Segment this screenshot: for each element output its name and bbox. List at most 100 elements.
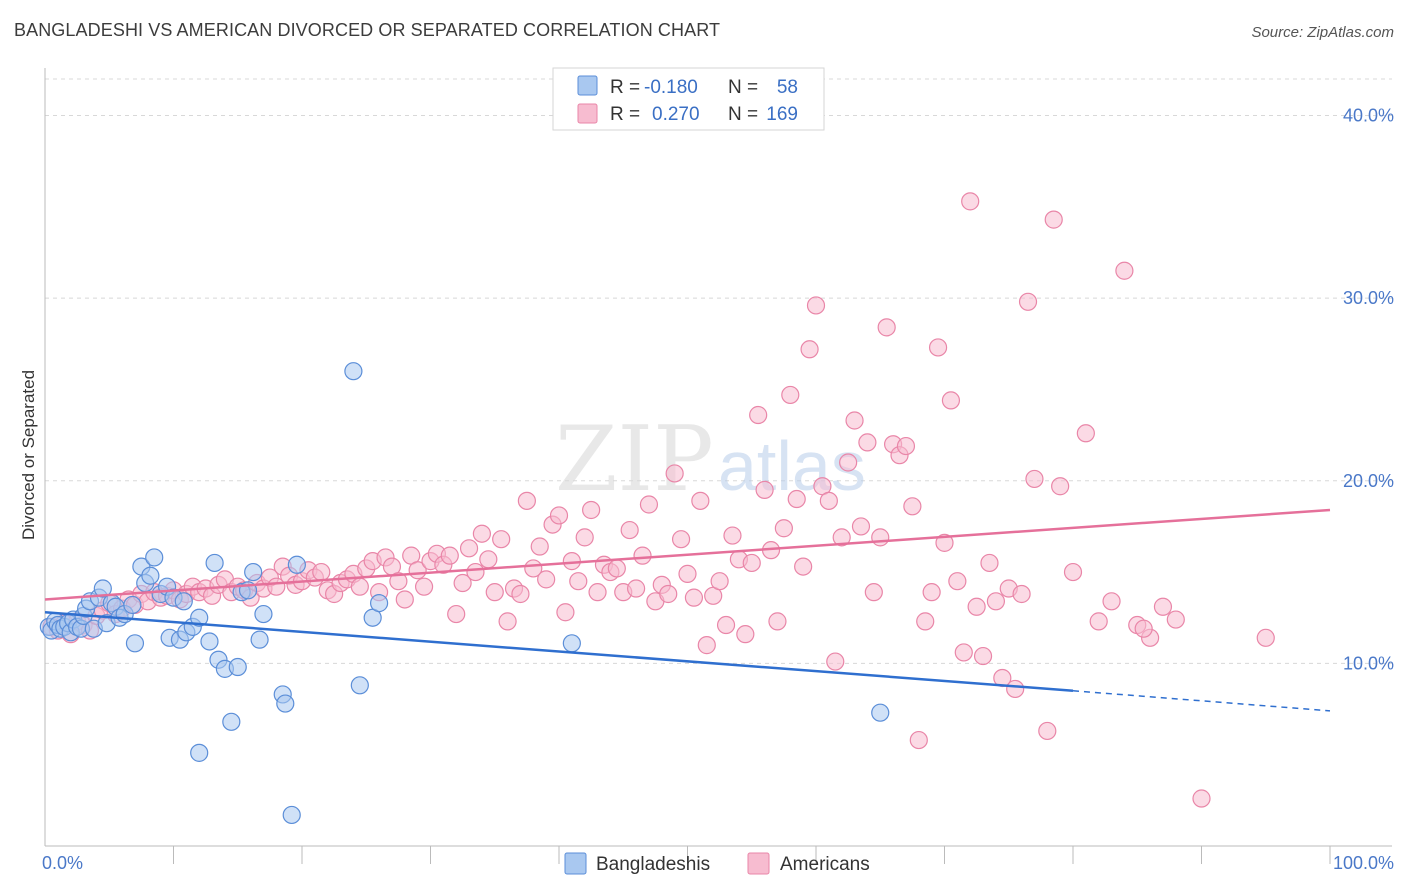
american-point-121 <box>819 491 838 510</box>
bangladeshi-point-58 <box>190 743 209 762</box>
american-point-143 <box>961 192 980 211</box>
american-point-98 <box>671 530 691 549</box>
bangladeshi-point-16 <box>93 579 112 598</box>
american-point-154 <box>1038 721 1057 741</box>
y-tick-label-10: 10.0% <box>1343 653 1394 673</box>
american-point-96 <box>659 584 678 604</box>
chart-title: BANGLADESHI VS AMERICAN DIVORCED OR SEPA… <box>14 20 721 40</box>
american-point-146 <box>980 553 999 573</box>
y-tick-label-20: 20.0% <box>1343 471 1394 491</box>
american-point-164 <box>1153 597 1173 616</box>
bottom-legend-swatch-bangladeshi <box>564 852 587 875</box>
legend-r-label-2: R = <box>610 104 640 125</box>
american-point-85 <box>588 583 607 602</box>
american-point-77 <box>537 570 556 589</box>
american-point-119 <box>806 296 826 315</box>
legend-n-label-1: N = <box>728 77 758 98</box>
legend-r-value-1: -0.180 <box>644 77 698 98</box>
american-trend-line <box>44 508 1331 601</box>
american-point-159 <box>1089 612 1108 631</box>
american-point-127 <box>858 433 877 452</box>
watermark-zip: ZIP <box>555 407 714 512</box>
bangladeshi-point-41 <box>222 712 241 731</box>
american-point-102 <box>697 636 716 655</box>
american-point-135 <box>909 730 928 750</box>
bangladeshi-point-22 <box>123 595 142 615</box>
american-point-42 <box>312 562 331 582</box>
legend-n-value-1: 58 <box>777 77 798 98</box>
american-point-126 <box>851 517 871 536</box>
american-point-67 <box>472 524 491 543</box>
american-point-99 <box>678 564 697 583</box>
american-point-91 <box>626 579 646 598</box>
american-point-109 <box>742 553 761 573</box>
bangladeshi-point-53 <box>350 676 369 695</box>
american-point-166 <box>1192 789 1211 808</box>
american-point-68 <box>479 550 498 569</box>
american-point-129 <box>871 528 890 547</box>
american-point-158 <box>1076 424 1095 443</box>
american-point-161 <box>1115 261 1134 280</box>
american-point-101 <box>691 491 710 510</box>
american-point-55 <box>395 590 414 609</box>
american-point-79 <box>549 506 569 525</box>
bottom-legend-swatch-american <box>747 852 770 875</box>
trend-lines <box>44 508 1331 712</box>
legend-swatch-bangladeshi <box>577 75 598 96</box>
legend-swatch-american <box>577 103 598 124</box>
bangladeshi-point-47 <box>254 604 273 624</box>
bangladeshi-point-50 <box>282 805 301 825</box>
series-legend: Bangladeshis Americans <box>564 852 870 875</box>
bangladeshi-point-38 <box>205 553 224 573</box>
bangladeshi-point-23 <box>125 634 145 653</box>
american-point-150 <box>1006 679 1025 699</box>
american-point-152 <box>1018 292 1038 311</box>
american-point-142 <box>954 643 973 662</box>
american-point-125 <box>845 411 864 430</box>
bangladeshi-point-55 <box>370 594 389 613</box>
american-point-128 <box>864 583 883 602</box>
american-point-117 <box>794 557 813 576</box>
bangladeshi-trend-extension <box>1072 690 1331 712</box>
bangladeshi-point-42 <box>228 657 247 677</box>
american-point-110 <box>749 405 768 425</box>
american-point-165 <box>1166 610 1185 629</box>
american-point-62 <box>440 546 459 565</box>
y-tick-label-40: 40.0% <box>1343 106 1394 126</box>
american-point-116 <box>787 489 806 509</box>
american-point-84 <box>582 500 601 520</box>
bangladeshi-point-26 <box>141 566 160 585</box>
bangladeshi-point-27 <box>145 548 164 567</box>
bangladeshi-trend-line <box>44 611 1074 693</box>
american-point-100 <box>684 588 704 607</box>
american-point-133 <box>896 436 916 456</box>
y-tick-labels: 10.0% 20.0% 30.0% 40.0% <box>1343 106 1394 674</box>
american-point-168 <box>1134 619 1153 638</box>
american-point-48 <box>350 577 369 596</box>
american-point-144 <box>967 597 986 616</box>
american-point-92 <box>633 546 652 565</box>
american-point-69 <box>485 583 504 602</box>
american-point-139 <box>935 533 954 552</box>
american-point-160 <box>1102 592 1121 611</box>
american-point-106 <box>723 526 742 545</box>
american-point-156 <box>1051 477 1070 496</box>
american-point-123 <box>832 528 851 547</box>
y-tick-label-30: 30.0% <box>1343 288 1394 308</box>
american-point-54 <box>389 572 408 591</box>
american-point-105 <box>716 615 736 635</box>
american-point-157 <box>1063 562 1083 582</box>
bangladeshi-point-33 <box>174 592 193 611</box>
bangladeshi-point-46 <box>250 630 269 649</box>
american-point-136 <box>916 612 935 631</box>
american-point-153 <box>1025 469 1044 489</box>
legend-box <box>552 67 825 131</box>
american-point-66 <box>466 562 485 582</box>
american-point-137 <box>922 583 941 602</box>
american-point-64 <box>453 573 472 593</box>
american-point-76 <box>530 537 549 556</box>
bottom-legend-bangladeshis: Bangladeshis <box>596 854 710 875</box>
bangladeshi-point-36 <box>190 608 209 627</box>
legend-n-value-2: 169 <box>766 104 798 125</box>
american-point-113 <box>768 612 787 631</box>
